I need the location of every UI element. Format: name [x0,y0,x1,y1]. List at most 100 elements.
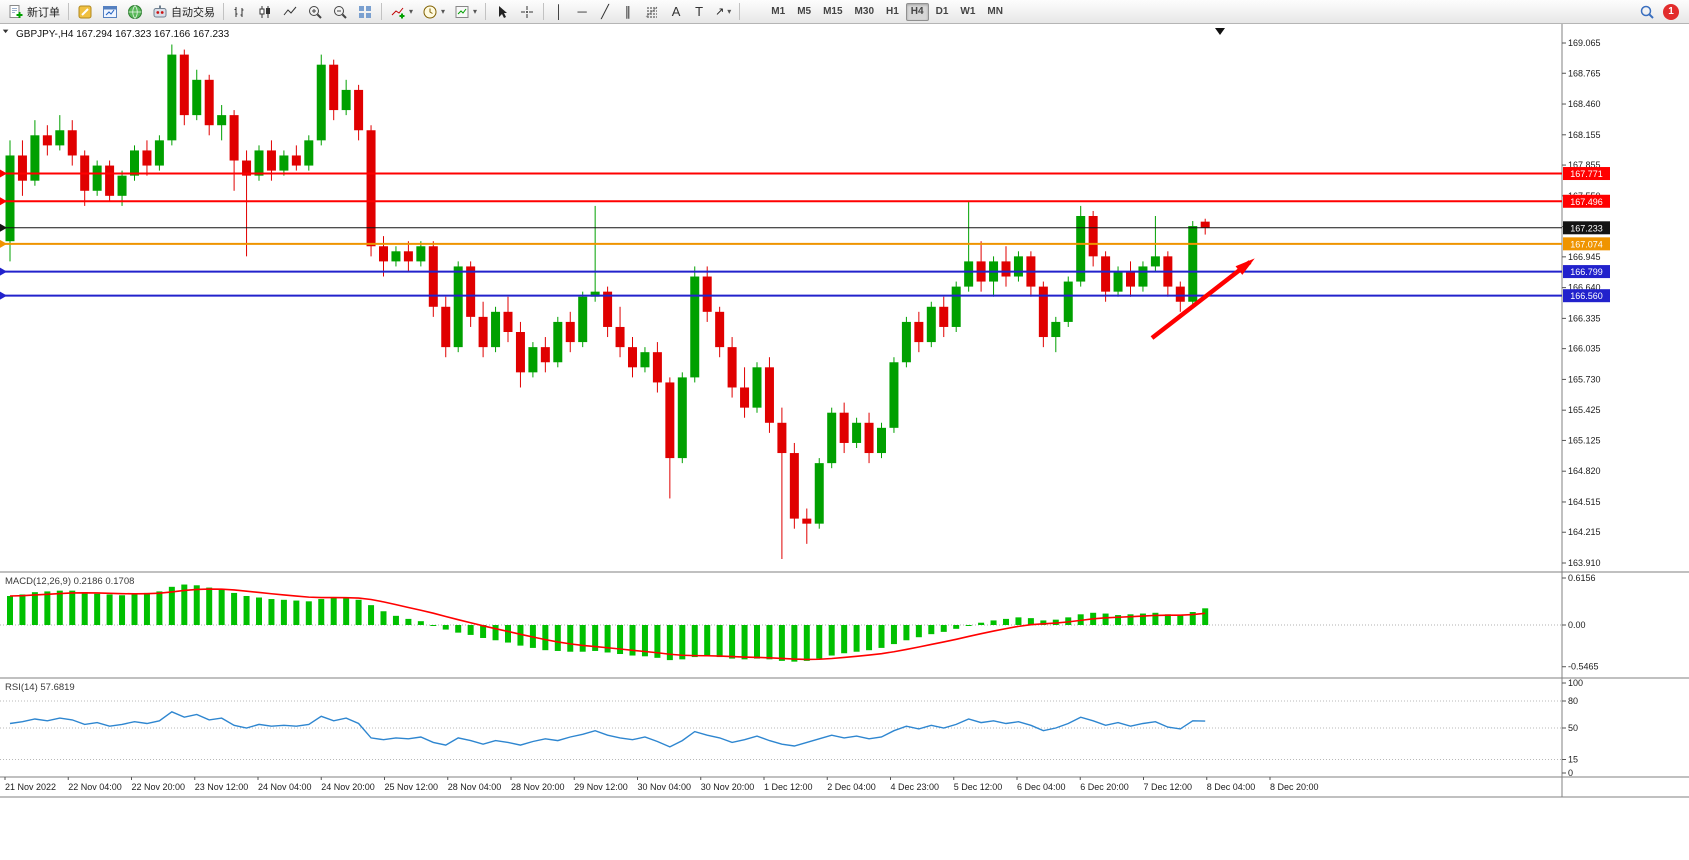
candle [827,412,837,464]
candle [1038,286,1048,338]
candle [167,54,177,141]
price-badge-label: 167.233 [1570,223,1603,233]
macd-bar [604,625,611,653]
periods-button[interactable]: ▾ [418,2,449,22]
fibonacci-button[interactable] [640,2,664,22]
macd-bar [405,618,412,625]
time-axis-label: 6 Dec 04:00 [1017,782,1066,792]
line-chart-button[interactable] [278,2,302,22]
candle [266,150,276,171]
zoom-in-button[interactable] [303,2,327,22]
indicators-icon [390,4,406,20]
candle [1200,221,1210,228]
text-label-button[interactable]: T [688,2,710,22]
notification-badge[interactable]: 1 [1663,3,1679,20]
auto-trading-button[interactable]: 自动交易 [148,2,219,22]
crosshair-button[interactable] [515,2,539,22]
timeframe-w1[interactable]: W1 [955,3,980,21]
chart-window-button[interactable] [98,2,122,22]
timeframe-mn[interactable]: MN [982,3,1008,21]
candle [391,251,401,262]
candle [690,276,700,378]
timeframe-h4[interactable]: H4 [905,2,929,21]
horizontal-line-button[interactable]: ─ [571,2,593,22]
indicators-button[interactable]: ▾ [386,2,417,22]
candle [1076,215,1086,282]
globe-icon [127,4,143,20]
trend-arrow-head [1235,258,1255,275]
macd-bar [293,600,300,625]
zoom-out-button[interactable] [328,2,352,22]
candle [1113,271,1123,292]
channel-button[interactable]: ∥ [617,2,639,22]
metaeditor-button[interactable] [73,2,97,22]
time-axis-label: 8 Dec 20:00 [1270,782,1319,792]
candle [453,266,463,348]
macd-signal-line [9,588,1206,661]
cursor-button[interactable] [490,2,514,22]
time-axis-label: 22 Nov 04:00 [68,782,122,792]
time-axis-label: 1 Dec 12:00 [764,782,813,792]
timeframe-h1[interactable]: H1 [881,3,904,21]
macd-bar [1164,614,1171,625]
arrows-button[interactable]: ↗ ▾ [711,2,735,22]
timeframe-m1[interactable]: M1 [766,3,790,21]
time-axis-label: 29 Nov 12:00 [574,782,628,792]
trend-arrow[interactable] [1150,260,1252,340]
time-axis-label: 28 Nov 04:00 [448,782,502,792]
candle [652,352,662,383]
time-axis-label: 22 Nov 20:00 [132,782,186,792]
price-badge [1563,289,1610,303]
macd-bar [990,620,997,625]
templates-button[interactable]: ▾ [450,2,481,22]
tile-windows-button[interactable] [353,2,377,22]
macd-bar [803,625,810,661]
macd-axis-label: -0.5465 [1568,662,1599,672]
macd-bar [1177,615,1184,625]
macd-bar [928,625,935,635]
toolbar-separator [68,3,69,20]
new-order-icon [8,4,24,20]
price-axis-label: 165.425 [1568,405,1601,415]
macd-bar [890,625,897,645]
macd-bar [679,625,686,660]
candle [852,422,862,443]
candle [17,155,27,181]
candle [553,321,563,363]
chevron-down-icon: ▾ [473,7,478,16]
search-icon[interactable] [1639,4,1655,20]
bar-chart-button[interactable] [228,2,252,22]
macd-bar [31,592,38,625]
timeframe-m5[interactable]: M5 [792,3,816,21]
bar-chart-icon [232,4,248,20]
price-badge-label: 167.771 [1570,169,1603,179]
candle [777,422,787,454]
chevron-down-icon: ▾ [409,7,414,16]
symbol-collapse-icon[interactable] [2,29,9,34]
macd-bar [44,591,51,625]
timeframe-d1[interactable]: D1 [931,3,954,21]
symbol-info: GBPJPY-,H4 167.294 167.323 167.166 167.2… [16,29,230,40]
tile-windows-icon [357,4,373,20]
candle [154,140,164,166]
timeframe-m15[interactable]: M15 [818,3,847,21]
candle [715,311,725,348]
candle [951,286,961,327]
chart-area[interactable]: 169.065168.765168.460168.155167.855167.5… [0,24,1689,860]
trendline-button[interactable]: ╱ [594,2,616,22]
timeframe-m30[interactable]: M30 [850,3,879,21]
vertical-line-button[interactable]: │ [548,2,570,22]
text-button[interactable]: A [665,2,687,22]
chart-canvas[interactable]: 169.065168.765168.460168.155167.855167.5… [0,24,1689,860]
macd-bar [492,625,499,641]
timeframe-group: M1 M5 M15 M30 H1 H4 D1 W1 MN [766,2,1008,21]
candle [665,382,675,459]
new-order-button[interactable]: 新订单 [4,2,64,22]
candlestick-chart-button[interactable] [253,2,277,22]
macd-bar [1003,618,1009,625]
market-watch-button[interactable] [123,2,147,22]
macd-bar [256,597,262,625]
macd-bar [94,593,101,625]
candle [242,160,252,176]
macd-bar [903,625,910,641]
